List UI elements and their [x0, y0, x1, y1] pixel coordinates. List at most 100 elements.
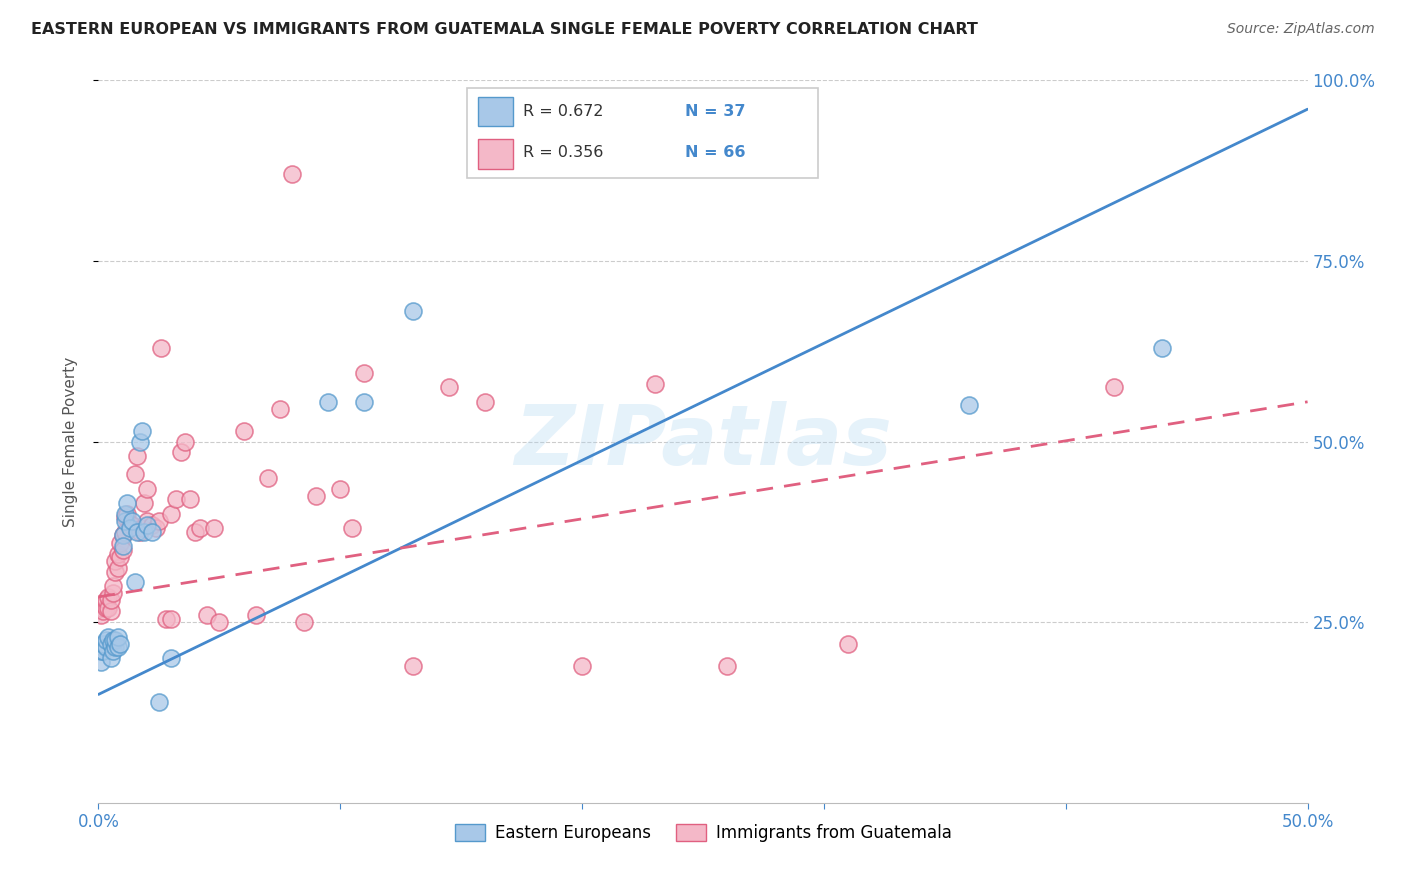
Point: [145, 521, 167, 535]
Point: [353, 394, 375, 409]
Point: [292, 615, 315, 630]
Point: [329, 482, 352, 496]
Point: [101, 644, 124, 658]
Point: [101, 579, 124, 593]
Point: [111, 542, 134, 557]
Point: [141, 517, 163, 532]
Point: [316, 394, 339, 409]
Point: [571, 658, 593, 673]
Point: [114, 514, 136, 528]
Point: [90, 644, 112, 658]
Point: [160, 507, 183, 521]
Point: [134, 524, 156, 539]
Point: [188, 521, 211, 535]
Point: [208, 615, 231, 630]
Point: [111, 539, 134, 553]
Point: [114, 507, 136, 521]
Point: [644, 376, 666, 391]
Point: [100, 637, 122, 651]
Point: [169, 445, 191, 459]
Point: [91, 597, 114, 611]
Point: [104, 554, 127, 568]
Point: [90, 607, 112, 622]
Point: [104, 633, 127, 648]
Point: [117, 507, 139, 521]
Point: [256, 470, 278, 484]
Point: [101, 633, 124, 648]
Point: [111, 528, 134, 542]
Point: [141, 524, 163, 539]
Text: ZIPatlas: ZIPatlas: [515, 401, 891, 482]
Point: [100, 651, 122, 665]
Point: [474, 394, 496, 409]
Point: [97, 600, 120, 615]
Point: [127, 449, 149, 463]
Point: [91, 637, 114, 651]
Point: [124, 575, 146, 590]
Point: [131, 521, 153, 535]
Point: [134, 496, 156, 510]
Point: [121, 517, 143, 532]
Point: [184, 524, 207, 539]
Point: [160, 611, 183, 625]
Point: [108, 535, 131, 549]
Point: [245, 607, 267, 622]
Text: EASTERN EUROPEAN VS IMMIGRANTS FROM GUATEMALA SINGLE FEMALE POVERTY CORRELATION : EASTERN EUROPEAN VS IMMIGRANTS FROM GUAT…: [31, 22, 977, 37]
Point: [118, 517, 141, 532]
Point: [232, 424, 254, 438]
Point: [1102, 380, 1125, 394]
Text: Source: ZipAtlas.com: Source: ZipAtlas.com: [1227, 22, 1375, 37]
Point: [128, 434, 150, 449]
Point: [100, 604, 122, 618]
Point: [1152, 341, 1174, 355]
Point: [94, 600, 117, 615]
Point: [402, 304, 425, 318]
Point: [957, 398, 980, 412]
Point: [100, 593, 122, 607]
Point: [94, 640, 117, 655]
Point: [135, 517, 157, 532]
Point: [107, 547, 129, 561]
Point: [114, 524, 136, 539]
Point: [94, 633, 117, 648]
Point: [128, 524, 150, 539]
Point: [111, 528, 134, 542]
Point: [716, 658, 738, 673]
Point: [135, 514, 157, 528]
Point: [160, 651, 183, 665]
Y-axis label: Single Female Poverty: Single Female Poverty: [63, 357, 77, 526]
Point: [281, 167, 304, 181]
Point: [150, 341, 173, 355]
Point: [118, 521, 141, 535]
Point: [148, 695, 170, 709]
Point: [114, 510, 136, 524]
Point: [437, 380, 460, 394]
Point: [135, 482, 157, 496]
Point: [204, 521, 226, 535]
Point: [179, 492, 201, 507]
Point: [117, 496, 139, 510]
Point: [101, 586, 124, 600]
Legend: Eastern Europeans, Immigrants from Guatemala: Eastern Europeans, Immigrants from Guate…: [449, 817, 957, 848]
Point: [165, 492, 187, 507]
Point: [104, 640, 127, 655]
Point: [107, 630, 129, 644]
Point: [97, 630, 120, 644]
Point: [195, 607, 218, 622]
Point: [837, 637, 859, 651]
Point: [108, 637, 131, 651]
Point: [91, 604, 114, 618]
Point: [269, 402, 291, 417]
Point: [90, 600, 112, 615]
Point: [174, 434, 197, 449]
Point: [148, 514, 170, 528]
Point: [97, 590, 120, 604]
Point: [402, 658, 425, 673]
Point: [91, 644, 114, 658]
Point: [121, 514, 143, 528]
Point: [131, 424, 153, 438]
Point: [108, 550, 131, 565]
Point: [127, 524, 149, 539]
Point: [342, 521, 364, 535]
Point: [94, 593, 117, 607]
